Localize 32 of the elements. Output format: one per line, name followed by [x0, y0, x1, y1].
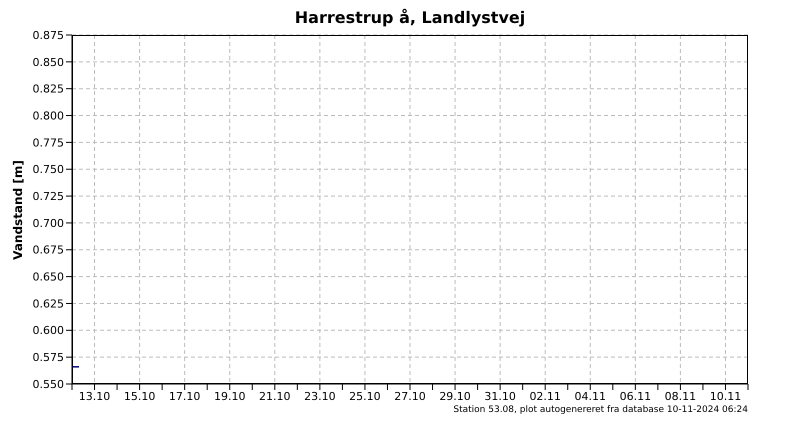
- x-tick-label: 21.10: [259, 390, 291, 403]
- x-tick-label: 23.10: [304, 390, 336, 403]
- x-tick-label: 17.10: [168, 390, 200, 403]
- x-tick-label: 04.11: [574, 390, 606, 403]
- y-tick-label: 0.650: [32, 270, 64, 284]
- chart-title: Harrestrup å, Landlystvej: [294, 8, 526, 27]
- y-tick-label: 0.800: [32, 109, 64, 122]
- x-tick-label: 13.10: [78, 390, 110, 403]
- x-tick-label: 06.11: [620, 390, 652, 403]
- x-tick-label: 15.10: [124, 390, 156, 403]
- y-tick-label: 0.775: [32, 136, 64, 150]
- y-tick-label: 0.850: [32, 56, 64, 69]
- x-tick-label: 29.10: [439, 390, 471, 403]
- y-tick-label: 0.675: [32, 244, 64, 257]
- x-tick-label: 02.11: [529, 390, 561, 403]
- y-tick-label: 0.725: [32, 190, 64, 203]
- y-tick-label: 0.750: [32, 163, 64, 176]
- y-tick-label: 0.575: [32, 351, 64, 364]
- x-tick-label: 27.10: [394, 390, 426, 403]
- y-axis-title: Vandstand [m]: [11, 160, 25, 260]
- x-tick-label: 10.11: [710, 390, 742, 403]
- y-tick-label: 0.825: [32, 82, 64, 96]
- x-tick-label: 25.10: [349, 390, 381, 403]
- y-tick-label: 0.625: [32, 297, 64, 310]
- y-tick-label: 0.600: [32, 324, 64, 338]
- y-tick-label: 0.875: [32, 28, 64, 42]
- x-tick-label: 31.10: [484, 390, 516, 403]
- x-tick-label: 19.10: [214, 390, 246, 403]
- y-tick-label: 0.550: [32, 378, 64, 391]
- text: Station 53.08, plot autogenereret fra database 10-11-2024 06:24: [453, 405, 748, 415]
- x-tick-label: 08.11: [664, 390, 696, 403]
- y-tick-label: 0.700: [32, 216, 64, 230]
